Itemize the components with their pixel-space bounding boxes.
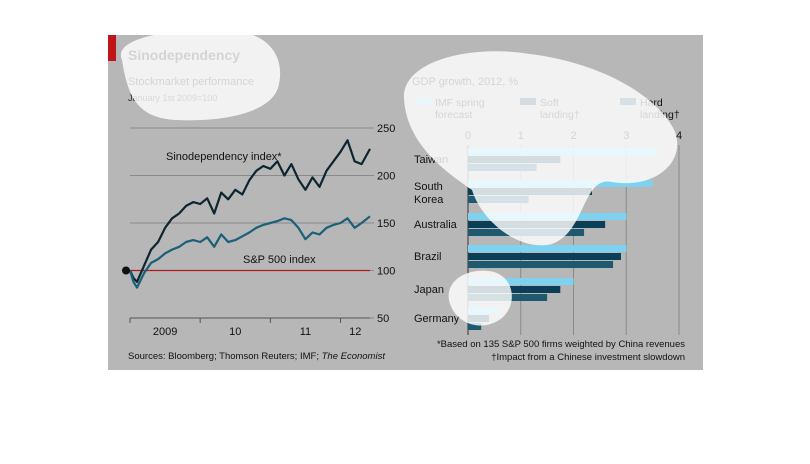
stock-x-tick-label: 11: [300, 326, 311, 338]
gdp-bar-4-1: [468, 286, 561, 293]
stock-series-line-0: [129, 139, 371, 283]
gdp-category-label: Japan: [414, 284, 444, 296]
gdp-bar-3-0: [468, 245, 627, 252]
gdp-x-tick-label: 1: [518, 130, 524, 142]
footnote-dagger: †Impact from a Chinese investment slowdo…: [491, 352, 685, 363]
gdp-category-label: South Korea: [414, 181, 444, 206]
gdp-bar-5-2: [468, 323, 482, 330]
gdp-x-tick-label: 2: [570, 130, 576, 142]
gdp-x-tick-label: 3: [623, 130, 629, 142]
footnote-asterisk: *Based on 135 S&P 500 firms weighted by …: [436, 339, 685, 350]
legend-label-1: Soft landing†: [540, 97, 580, 121]
gdp-bar-4-0: [468, 278, 574, 285]
legend-label-2: Hard landing†: [640, 97, 680, 121]
gdp-category-label: Australia: [414, 219, 458, 231]
gdp-bar-5-1: [468, 315, 490, 322]
legend-swatch-1: [520, 98, 536, 105]
chart-figure: Sinodependency Stockmarket performance J…: [108, 35, 703, 370]
sources-publication: The Economist: [321, 351, 385, 362]
gdp-bar-0-0: [468, 148, 658, 155]
stock-start-marker: [122, 266, 130, 275]
stock-y-tick-label: 50: [377, 313, 389, 325]
gdp-bar-4-2: [468, 294, 548, 301]
stock-x-tick-label: 12: [349, 326, 361, 338]
sources-text: Sources: Bloomberg; Thomson Reuters; IMF…: [128, 351, 322, 362]
gdp-bar-5-0: [468, 307, 500, 314]
gdp-bar-2-0: [468, 213, 627, 220]
accent-bar: [108, 35, 116, 61]
gdp-bar-1-0: [468, 180, 653, 187]
stock-y-tick-label: 150: [377, 218, 395, 230]
stock-series-line-1: [128, 215, 371, 289]
gdp-bar-2-2: [468, 229, 585, 236]
sources-note: Sources: Bloomberg; Thomson Reuters; IMF…: [128, 351, 385, 362]
legend-label-0: IMF spring forecast: [435, 97, 485, 121]
stock-x-tick-label: 2009: [153, 326, 177, 338]
gdp-x-tick-label: 0: [465, 130, 471, 142]
stock-series-label-sinodependency: Sinodependency index*: [166, 151, 282, 163]
legend-swatch-2: [620, 98, 636, 105]
stock-x-tick-label: 10: [229, 326, 241, 338]
stock-y-tick-label: 250: [377, 123, 395, 135]
gdp-bar-chart: 0 1 2 3 4 IMF spring forecast Soft landing† Hard l…: [414, 97, 682, 335]
gdp-category-label: Taiwan: [414, 154, 448, 166]
gdp-category-label: Brazil: [414, 251, 442, 263]
stock-line-chart: 50 100 150 200 250 2009 10 11 12 Sinodependency i…: [122, 123, 395, 338]
gdp-bar-1-2: [468, 196, 529, 203]
gdp-bar-2-1: [468, 221, 606, 228]
stock-y-tick-label: 200: [377, 171, 395, 183]
gdp-bar-3-1: [468, 253, 621, 260]
legend-swatch-0: [415, 98, 431, 105]
gdp-category-label: Germany: [414, 313, 460, 325]
gdp-x-tick-label: 4: [676, 130, 682, 142]
stock-y-tick-label: 100: [377, 266, 395, 278]
gdp-bar-1-1: [468, 188, 592, 195]
gdp-bar-0-1: [468, 156, 561, 163]
gdp-bar-0-2: [468, 164, 537, 171]
stock-series-label-sp500: S&P 500 index: [243, 254, 316, 266]
gdp-bar-3-2: [468, 261, 614, 268]
